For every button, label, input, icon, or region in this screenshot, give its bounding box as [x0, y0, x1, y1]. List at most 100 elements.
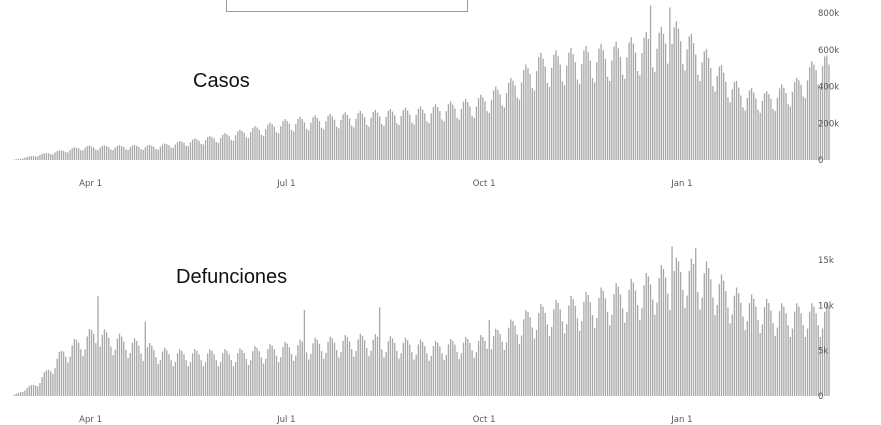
bar: [456, 117, 458, 160]
bar: [176, 353, 179, 396]
bar: [419, 339, 422, 396]
bar: [67, 362, 69, 396]
bar: [824, 311, 826, 396]
bar: [686, 49, 688, 160]
bar: [819, 336, 822, 396]
bar: [727, 307, 729, 396]
bar: [428, 360, 430, 396]
bar: [28, 386, 30, 396]
bar: [589, 60, 592, 160]
bar: [445, 354, 447, 396]
y-tick-label: 15k: [818, 256, 834, 266]
bar: [376, 112, 379, 160]
bar: [439, 111, 441, 160]
bar: [634, 290, 637, 396]
bar: [123, 147, 125, 160]
bar: [787, 325, 789, 396]
bar: [572, 54, 574, 160]
bar: [120, 336, 123, 396]
bar: [750, 87, 753, 160]
bar: [548, 86, 551, 160]
bar: [185, 360, 187, 396]
bar: [826, 55, 828, 160]
bar: [170, 360, 172, 396]
bar: [615, 41, 617, 160]
bar: [613, 294, 615, 396]
bar: [632, 43, 635, 160]
bar: [404, 107, 407, 160]
bar: [783, 87, 785, 160]
bar: [802, 325, 804, 396]
bar: [748, 90, 751, 160]
bar: [598, 297, 600, 396]
x-tick-label: Apr 1: [79, 179, 102, 189]
bar: [473, 117, 475, 160]
bar: [707, 268, 710, 396]
bar: [501, 341, 503, 396]
bar: [344, 112, 346, 160]
bar: [761, 100, 764, 160]
bar: [97, 150, 99, 160]
bar: [602, 290, 604, 396]
bar: [523, 69, 525, 160]
bar: [417, 344, 420, 396]
bar: [189, 361, 192, 396]
bar: [376, 336, 379, 396]
bar: [196, 139, 198, 160]
bar: [391, 111, 394, 160]
bar: [409, 344, 411, 396]
bar: [131, 145, 134, 160]
bar: [578, 330, 581, 396]
bar: [677, 261, 680, 396]
bar: [707, 57, 710, 160]
bar: [656, 302, 658, 396]
bar: [198, 140, 200, 160]
bar: [722, 280, 725, 396]
bar: [617, 48, 619, 160]
bar: [550, 326, 553, 396]
bar: [697, 292, 699, 396]
bar: [593, 82, 596, 160]
bar: [19, 158, 22, 160]
bar: [512, 80, 514, 160]
bar: [357, 339, 359, 396]
bar: [213, 138, 215, 160]
bar: [99, 346, 101, 396]
bar: [103, 329, 106, 396]
bar: [679, 271, 682, 396]
bar: [533, 338, 536, 396]
x-tick-label: Jul 1: [276, 179, 295, 189]
bar: [660, 26, 662, 161]
bar: [559, 309, 561, 396]
bar: [372, 111, 374, 160]
bar: [688, 36, 690, 160]
bar: [179, 141, 181, 160]
bar: [84, 349, 86, 396]
bar: [239, 129, 241, 160]
bar: [424, 346, 426, 396]
bar: [256, 347, 258, 396]
casos-bars: [13, 5, 830, 161]
bar: [748, 303, 751, 396]
bar: [260, 357, 263, 396]
bar: [86, 146, 88, 160]
bar: [583, 50, 585, 161]
bar: [452, 340, 454, 396]
bar: [628, 42, 630, 160]
bar: [353, 356, 355, 396]
bar: [219, 361, 222, 396]
bar: [174, 144, 177, 160]
bar: [765, 91, 768, 160]
bar: [222, 353, 224, 396]
bar: [710, 279, 712, 396]
bar: [50, 371, 52, 396]
bar: [84, 147, 86, 160]
bar: [41, 153, 43, 160]
bar: [538, 312, 540, 396]
bar: [783, 306, 785, 396]
bar: [88, 145, 91, 160]
bar: [196, 350, 198, 396]
bar: [323, 129, 325, 160]
bar: [41, 377, 43, 396]
bar: [406, 340, 409, 396]
